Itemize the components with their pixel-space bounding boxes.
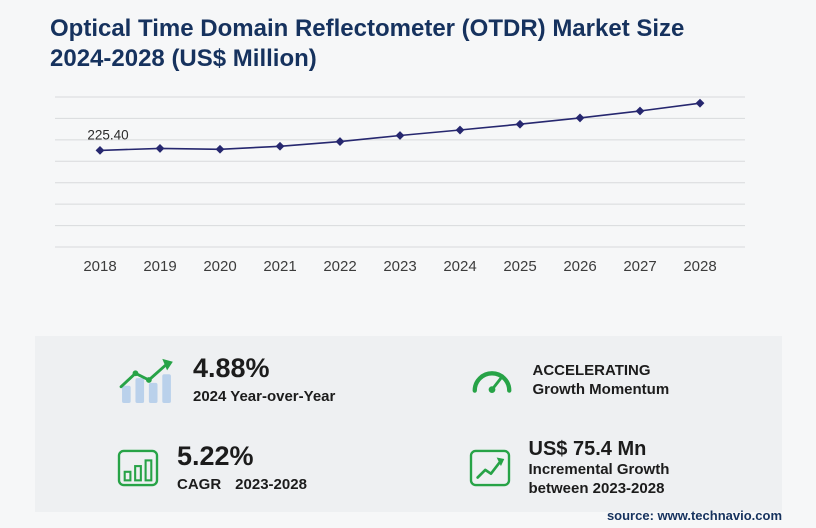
first-point-label: 225.40 [87,127,128,142]
cagr-label-range: 2023-2028 [235,475,307,493]
source-attribution: source: www.technavio.com [606,508,782,523]
chart-point [395,131,405,140]
chart-point [575,113,585,123]
x-axis-label: 2025 [503,258,536,275]
x-axis-label: 2026 [563,258,596,275]
chart-series-line [99,102,701,152]
speedometer-icon [469,363,515,397]
x-axis-label: 2024 [443,258,476,275]
x-axis-label: 2021 [263,258,296,275]
incremental-value: US$ 75.4 Mn [528,437,647,460]
cagr-label-prefix: CAGR [177,475,222,493]
chart-point [155,144,165,153]
chart-point [95,146,105,155]
chart-point [515,119,525,129]
yoy-label: 2024 Year-over-Year [193,387,336,405]
chart-point [215,144,225,154]
page-title: Optical Time Domain Reflectometer (OTDR)… [50,15,685,73]
growth-bars-icon [117,357,175,403]
x-axis-label: 2019 [143,258,176,275]
chart-point [455,125,465,135]
stat-growth-momentum: ACCELERATING Growth Momentum [409,336,783,424]
market-size-line-chart: 225.40 2018 2019 2020 2021 2022 2023 2024 2025 20… [55,96,745,275]
incremental-growth-icon [469,449,511,487]
chart-point [335,137,345,146]
stats-panel: 4.88% 2024 Year-over-Year ACCELERATING G… [35,336,782,512]
incremental-label-line1: Incremental Growth [528,460,670,478]
x-axis-label: 2027 [623,258,656,275]
cagr-value: 5.22% [177,440,254,471]
x-axis-label: 2023 [383,258,416,275]
chart-point [635,106,645,116]
x-axis-label: 2022 [323,258,356,275]
cagr-label: CAGR 2023-2028 [177,475,307,495]
stat-cagr: 5.22% CAGR 2023-2028 [35,424,409,512]
yoy-value: 4.88% [193,352,270,383]
momentum-line1: ACCELERATING [532,361,651,379]
x-axis-label: 2028 [683,258,716,275]
chart-point [275,141,285,151]
x-axis-label: 2020 [203,258,236,275]
cagr-bars-icon [117,449,159,487]
stat-yoy-growth: 4.88% 2024 Year-over-Year [35,336,409,424]
stat-incremental-growth: US$ 75.4 Mn Incremental Growth between 2… [409,424,783,512]
x-axis-label: 2018 [83,258,116,275]
chart-point [695,98,705,108]
incremental-label-line2: between 2023-2028 [528,480,665,497]
momentum-line2: Growth Momentum [532,381,670,398]
